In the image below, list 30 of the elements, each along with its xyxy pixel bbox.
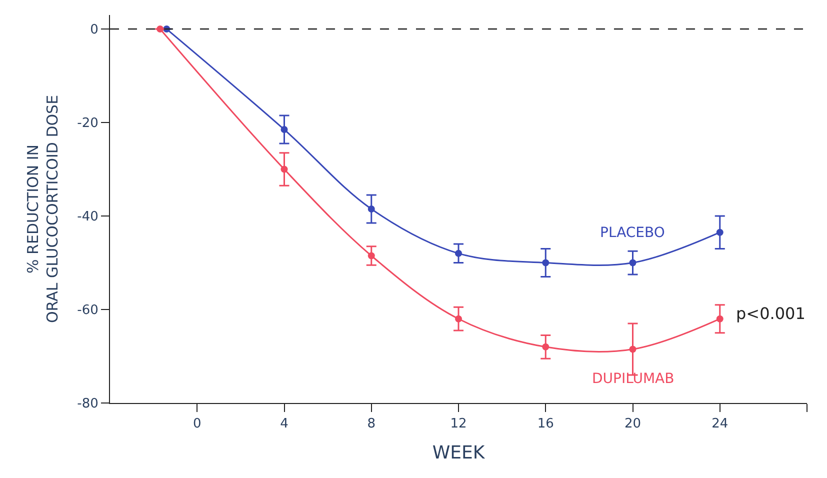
point xyxy=(280,126,288,134)
y-tick-label: 0 xyxy=(90,22,98,38)
point xyxy=(629,346,636,353)
annotation: p<0.001 xyxy=(736,304,806,323)
series-label: PLACEBO xyxy=(600,225,665,241)
y-tick-label: -20 xyxy=(77,116,98,132)
x-tick-label: 0 xyxy=(192,416,202,432)
x-axis-title: WEEK xyxy=(432,442,486,464)
point xyxy=(368,252,375,260)
point xyxy=(542,259,550,266)
y-tick-label: -60 xyxy=(77,303,98,318)
x-tick-label: 12 xyxy=(450,416,467,432)
x-tick-label: 4 xyxy=(280,416,288,432)
point xyxy=(716,228,724,236)
x-tick-label: 16 xyxy=(537,416,554,432)
y-tick-label: -40 xyxy=(77,210,98,225)
y-axis-title: % REDUCTION IN ORAL GLUCOCORTICOID DOSE xyxy=(24,94,62,324)
point xyxy=(368,206,375,212)
point xyxy=(629,259,636,266)
point xyxy=(455,315,462,322)
point xyxy=(156,26,164,33)
point xyxy=(455,250,462,257)
series-label: DUPILUMAB xyxy=(592,371,674,387)
y-tick-label: -80 xyxy=(77,396,98,412)
x-tick-label: 24 xyxy=(712,416,728,432)
x-tick-label: 8 xyxy=(367,416,376,432)
point xyxy=(542,343,550,350)
point xyxy=(280,166,288,173)
point xyxy=(716,315,724,322)
x-tick-label: 20 xyxy=(624,416,642,432)
